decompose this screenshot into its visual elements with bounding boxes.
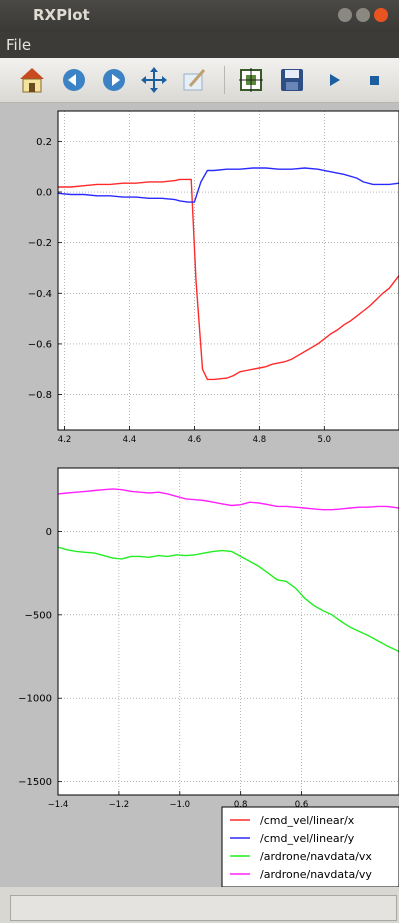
legend: /cmd_vel/linear/x/cmd_vel/linear/y/ardro… [221,806,399,888]
status-bar [0,887,399,923]
series-line-cmd-vel-linear-x [58,178,399,381]
zoom-icon[interactable] [180,66,208,94]
axes-background [58,468,399,795]
subplot-1: 4.2 4.4 4.6 4.8 5.0 0.2 0.0 −0.2 −0.4 −0.6 −0.8 [28,110,399,445]
plot-canvas[interactable]: 4.2 4.4 4.6 4.8 5.0 0.2 0.0 −0.2 −0.4 −0.6 −0.8 −1.… [0,103,399,888]
toolbar-separator [224,66,225,94]
toolbar [0,58,399,103]
play-icon[interactable] [320,66,348,94]
stop-icon[interactable] [360,66,388,94]
close-button[interactable] [374,8,388,22]
legend-label: /ardrone/navdata/vy [260,868,372,881]
x-tick-label: 4.8 [253,435,267,445]
pan-icon[interactable] [140,66,168,94]
x-tick-label: 4.4 [123,435,137,445]
series-line-cmd-vel-linear-y [58,167,399,203]
maximize-button[interactable] [356,8,370,22]
minimize-button[interactable] [338,8,352,22]
title-bar: RXPlot [0,0,399,32]
axes-frame [57,467,399,796]
subplot-2: −1.4 −1.2 −1.0 0.8 0.6 0 −500 −1000 −1500 [18,467,399,810]
x-tick-label: 0.6 [295,800,309,810]
x-tick-label: −1.4 [48,800,69,810]
y-tick-label: −0.6 [28,339,52,350]
y-tick-label: −0.2 [28,238,52,249]
legend-label: /cmd_vel/linear/x [260,814,355,827]
x-tick-label: −1.0 [169,800,190,810]
y-tick-label: 0.2 [36,137,52,148]
axes-background [58,111,399,430]
window-title: RXPlot [33,6,90,24]
axes-frame [57,110,399,431]
status-field [10,895,397,921]
menu-bar: File [0,32,399,58]
x-tick-label: 5.0 [318,435,332,445]
y-tick-label: 0 [46,527,52,538]
x-tick-label: 0.8 [234,800,248,810]
y-tick-label: −0.8 [28,390,52,401]
subplots-icon[interactable] [237,66,265,94]
save-icon[interactable] [278,66,306,94]
y-tick-label: −500 [25,610,52,621]
y-tick-label: −1500 [18,777,52,788]
legend-label: /ardrone/navdata/vx [260,850,372,863]
x-tick-label: −1.2 [109,800,130,810]
x-tick-label: 4.6 [188,435,202,445]
forward-icon[interactable] [100,66,128,94]
home-icon[interactable] [18,66,46,94]
x-tick-label: 4.2 [58,435,72,445]
y-tick-label: −1000 [18,694,52,705]
plot-area[interactable]: 4.2 4.4 4.6 4.8 5.0 0.2 0.0 −0.2 −0.4 −0.6 −0.8 −1.… [0,103,399,888]
y-tick-label: −0.4 [28,289,52,300]
back-icon[interactable] [60,66,88,94]
series-line-ardrone-navdata-vy [58,488,399,511]
legend-frame [221,806,399,888]
y-tick-label: 0.0 [36,188,52,199]
legend-label: /cmd_vel/linear/y [260,832,355,845]
series-line-ardrone-navdata-vx [58,546,399,653]
menu-file[interactable]: File [6,36,32,54]
